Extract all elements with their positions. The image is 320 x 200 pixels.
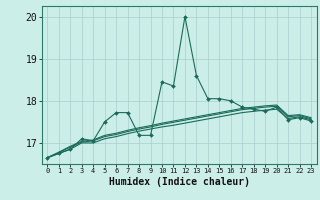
- X-axis label: Humidex (Indice chaleur): Humidex (Indice chaleur): [109, 177, 250, 187]
